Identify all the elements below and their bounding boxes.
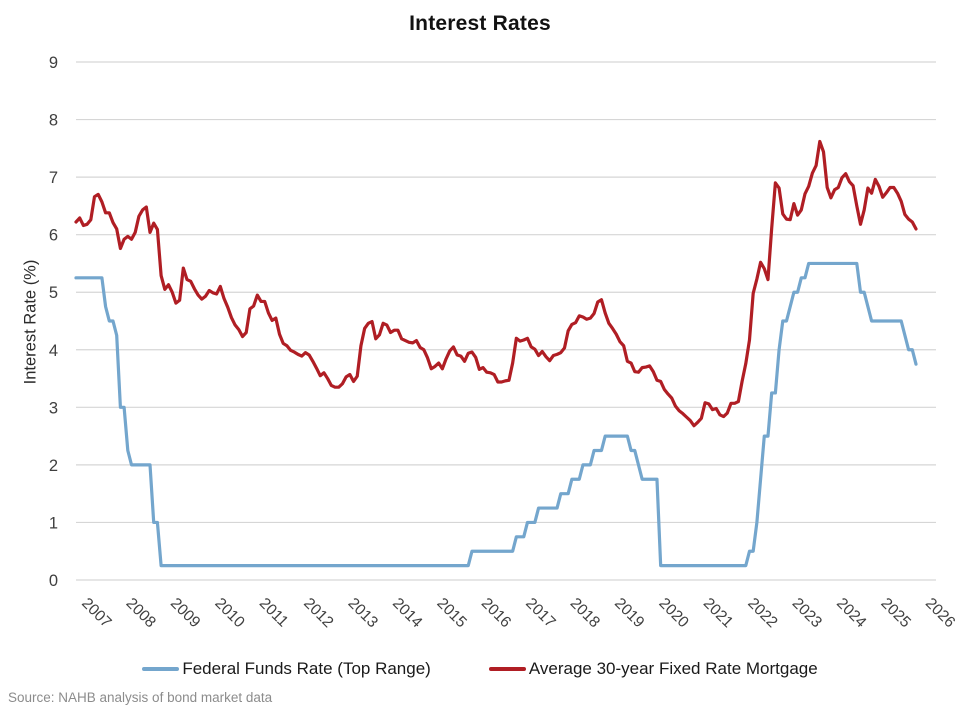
svg-text:2008: 2008 — [123, 595, 159, 631]
svg-text:2013: 2013 — [345, 595, 381, 631]
source-note: Source: NAHB analysis of bond market dat… — [8, 690, 273, 705]
svg-text:1: 1 — [49, 514, 58, 532]
svg-text:2010: 2010 — [211, 595, 248, 632]
svg-text:2015: 2015 — [433, 595, 469, 631]
svg-text:2022: 2022 — [744, 595, 780, 631]
svg-text:2: 2 — [49, 457, 58, 475]
chart-title: Interest Rates — [409, 12, 551, 35]
chart-legend: Federal Funds Rate (Top Range) Average 3… — [0, 659, 960, 679]
svg-text:2016: 2016 — [478, 595, 514, 631]
svg-text:2021: 2021 — [700, 595, 736, 631]
svg-text:6: 6 — [49, 227, 58, 245]
legend-label-federal-funds: Federal Funds Rate (Top Range) — [182, 659, 431, 678]
svg-text:2017: 2017 — [522, 595, 558, 631]
svg-text:8: 8 — [49, 112, 58, 130]
svg-text:2023: 2023 — [789, 595, 825, 631]
svg-text:2011: 2011 — [256, 595, 292, 631]
svg-text:7: 7 — [49, 169, 58, 187]
svg-text:2024: 2024 — [833, 595, 870, 632]
svg-text:2026: 2026 — [922, 595, 958, 631]
svg-text:2014: 2014 — [389, 595, 426, 632]
legend-label-mortgage: Average 30-year Fixed Rate Mortgage — [528, 659, 818, 678]
svg-text:3: 3 — [49, 399, 58, 417]
svg-text:0: 0 — [49, 572, 58, 590]
svg-text:2019: 2019 — [611, 595, 647, 631]
legend-line-mortgage-swatch — [488, 667, 526, 671]
svg-text:2012: 2012 — [300, 595, 336, 631]
svg-text:2025: 2025 — [877, 595, 913, 631]
legend-item-federal-funds: Federal Funds Rate (Top Range) — [142, 659, 431, 679]
svg-text:2007: 2007 — [78, 595, 114, 631]
svg-text:2009: 2009 — [167, 595, 203, 631]
svg-text:5: 5 — [49, 284, 58, 302]
svg-text:9: 9 — [49, 54, 58, 72]
svg-text:4: 4 — [49, 342, 58, 360]
svg-text:2018: 2018 — [567, 595, 603, 631]
svg-text:2020: 2020 — [655, 595, 692, 632]
legend-line-federal-funds-swatch — [142, 667, 180, 671]
legend-item-mortgage: Average 30-year Fixed Rate Mortgage — [488, 659, 818, 679]
